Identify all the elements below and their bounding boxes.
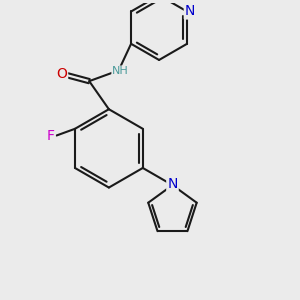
Text: N: N [167, 177, 178, 191]
Text: O: O [56, 67, 67, 81]
Text: F: F [47, 128, 55, 142]
Text: N: N [185, 4, 195, 19]
Text: NH: NH [112, 66, 129, 76]
